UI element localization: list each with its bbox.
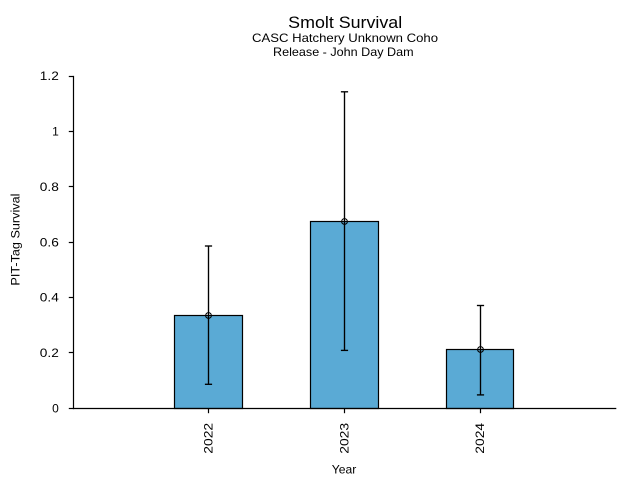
svg-text:0.4: 0.4	[40, 291, 59, 305]
svg-text:2024: 2024	[473, 423, 487, 454]
svg-text:0.6: 0.6	[40, 235, 59, 249]
svg-text:1.2: 1.2	[40, 69, 59, 83]
svg-text:0: 0	[52, 401, 59, 415]
svg-text:Release - John Day Dam: Release - John Day Dam	[273, 45, 414, 59]
svg-text:CASC Hatchery Unknown Coho: CASC Hatchery Unknown Coho	[252, 31, 438, 45]
svg-text:2023: 2023	[337, 423, 351, 454]
svg-text:Smolt Survival: Smolt Survival	[288, 14, 402, 32]
svg-text:1: 1	[52, 125, 59, 139]
svg-text:2022: 2022	[202, 423, 216, 454]
svg-text:0.2: 0.2	[40, 346, 59, 360]
svg-text:0.8: 0.8	[40, 180, 59, 194]
svg-text:Year: Year	[332, 462, 357, 476]
svg-text:PIT-Tag Survival: PIT-Tag Survival	[8, 194, 22, 286]
